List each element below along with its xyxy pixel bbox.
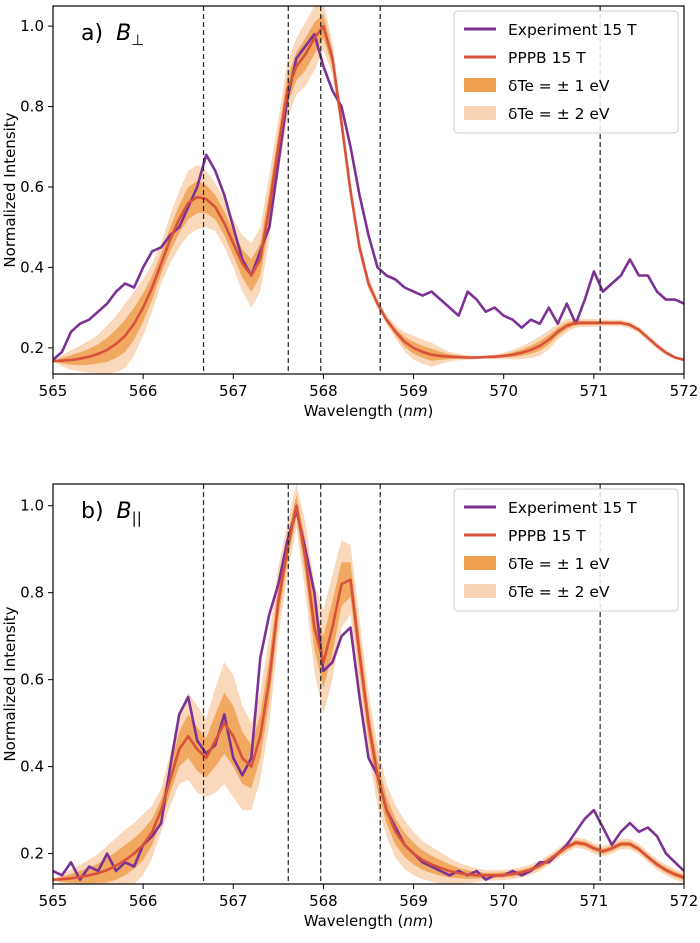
axes-frame xyxy=(52,483,685,885)
legend-label: PPPB 15 T xyxy=(508,527,586,545)
y-tick-label: 0.6 xyxy=(20,671,44,689)
x-tick-label: 571 xyxy=(580,382,609,400)
panel-label: b) B|| xyxy=(81,499,142,527)
legend-box xyxy=(453,10,679,134)
plot-area xyxy=(53,6,684,374)
x-axis-title: Wavelength (nm) xyxy=(304,402,434,420)
x-tick-label: 567 xyxy=(219,892,248,910)
y-tick-label: 0.2 xyxy=(20,339,44,357)
x-tick-label: 571 xyxy=(580,892,609,910)
x-tick-label: 566 xyxy=(129,892,158,910)
x-tick-label: 567 xyxy=(219,382,248,400)
axes-frame xyxy=(52,5,685,375)
panel-label: a) B⊥ xyxy=(81,21,144,49)
x-tick-label: 569 xyxy=(399,892,428,910)
x-tick-label: 565 xyxy=(39,382,68,400)
y-tick-label: 1.0 xyxy=(20,497,44,515)
band-1ev xyxy=(53,14,684,366)
x-tick-label: 565 xyxy=(39,892,68,910)
legend-label: δTe = ± 1 eV xyxy=(508,555,610,573)
legend-label: PPPB 15 T xyxy=(508,49,586,67)
x-axis-title: Wavelength (nm) xyxy=(304,912,434,930)
y-tick-label: 0.6 xyxy=(20,178,44,196)
band-2ev xyxy=(53,484,684,884)
legend-swatch xyxy=(464,584,496,598)
y-axis-title: Normalized Intensity xyxy=(1,606,19,761)
y-axis-title: Normalized Intensity xyxy=(1,112,19,267)
x-tick-label: 568 xyxy=(309,892,338,910)
legend-label: Experiment 15 T xyxy=(508,21,637,39)
legend-box xyxy=(453,488,679,612)
series-experiment-line xyxy=(53,32,684,361)
series-model-line xyxy=(53,504,684,881)
legend-swatch xyxy=(464,78,496,92)
plot-area xyxy=(53,484,684,884)
legend-label: δTe = ± 2 eV xyxy=(508,105,610,123)
y-tick-label: 0.8 xyxy=(20,98,44,116)
legend-label: δTe = ± 1 eV xyxy=(508,77,610,95)
y-tick-label: 0.2 xyxy=(20,845,44,863)
x-tick-label: 570 xyxy=(489,382,518,400)
legend-swatch xyxy=(464,556,496,570)
x-tick-label: 569 xyxy=(399,382,428,400)
x-tick-label: 572 xyxy=(670,382,699,400)
x-tick-label: 568 xyxy=(309,382,338,400)
panel-a: 565 566 567 568 569 570 571 572 0.2 0.4 0.6 0.8 1.0 W… xyxy=(1,5,699,420)
legend-swatch xyxy=(464,106,496,120)
y-tick-label: 0.4 xyxy=(20,758,44,776)
series-model-line xyxy=(53,24,684,363)
y-tick-label: 1.0 xyxy=(20,17,44,35)
x-tick-label: 572 xyxy=(670,892,699,910)
series-experiment-line xyxy=(53,508,684,881)
x-tick-label: 566 xyxy=(129,382,158,400)
y-tick-label: 0.4 xyxy=(20,258,44,276)
legend-label: δTe = ± 2 eV xyxy=(508,583,610,601)
panel-b: 565 566 567 568 569 570 571 572 0.2 0.4 0.6 0.8 1.0 W… xyxy=(1,483,699,930)
legend-label: Experiment 15 T xyxy=(508,499,637,517)
x-tick-label: 570 xyxy=(489,892,518,910)
y-tick-label: 0.8 xyxy=(20,584,44,602)
